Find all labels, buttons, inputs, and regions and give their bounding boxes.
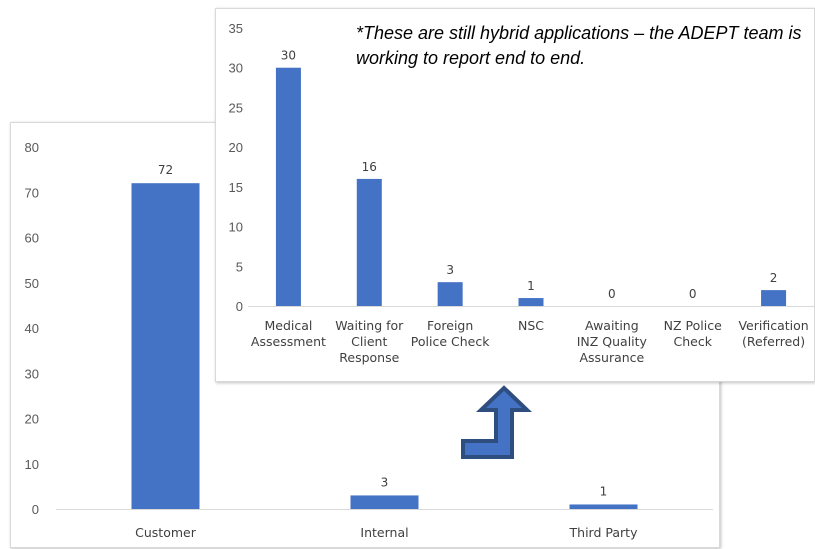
data-label: 16 (362, 160, 377, 174)
front-chart-panel: 0 5 10 15 20 25 30 35 30 Medical Assessment 16 Waiti… (215, 8, 815, 382)
y-tick-label: 70 (25, 185, 39, 200)
category-label: NZ Police Check (664, 318, 722, 349)
y-tick-label: 20 (25, 412, 39, 427)
bar (569, 504, 638, 509)
data-label: 0 (689, 287, 697, 301)
y-tick-label: 20 (229, 140, 243, 155)
y-tick-label: 5 (236, 259, 243, 274)
bar (356, 178, 382, 306)
y-tick-label: 40 (25, 321, 39, 336)
category-label: Foreign Police Check (411, 318, 490, 349)
y-tick-label: 0 (32, 502, 39, 517)
bar (761, 290, 787, 306)
data-label: 3 (381, 475, 389, 489)
y-tick-label: 30 (229, 61, 243, 76)
back-bar-chart: 0102030405060708072Customer3Internal1Thi… (25, 140, 713, 540)
bar (350, 495, 419, 509)
bar (131, 183, 200, 509)
data-label: 1 (600, 484, 608, 498)
data-label: 3 (446, 263, 454, 277)
y-tick-label: 50 (25, 276, 39, 291)
category-label: Medical Assessment (251, 318, 326, 349)
data-label: 30 (281, 49, 296, 63)
y-tick-label: 25 (229, 100, 243, 115)
category-label: Customer (135, 525, 197, 540)
y-tick-label: 80 (25, 140, 39, 155)
data-label: 0 (608, 287, 616, 301)
category-label: Waiting for Client Response (335, 318, 404, 365)
category-label: Awaiting INZ Quality Assurance (577, 318, 648, 365)
y-tick-label: 30 (25, 366, 39, 381)
data-label: 2 (770, 271, 778, 285)
up-arrow-icon (461, 385, 532, 459)
data-label: 1 (527, 279, 535, 293)
y-tick-label: 35 (229, 21, 243, 36)
y-tick-label: 0 (236, 299, 243, 314)
category-label: Internal (360, 525, 408, 540)
data-label: 72 (158, 163, 173, 177)
bar (437, 282, 463, 306)
hybrid-note: *These are still hybrid applications – t… (356, 23, 802, 68)
y-tick-label: 15 (229, 180, 243, 195)
bar (518, 298, 544, 306)
category-label: Verification (Referred) (738, 318, 808, 349)
y-tick-label: 10 (25, 457, 39, 472)
category-label: NSC (518, 318, 544, 333)
category-label: Third Party (569, 525, 639, 540)
bar (275, 67, 301, 306)
y-tick-label: 10 (229, 220, 243, 235)
y-tick-label: 60 (25, 231, 39, 246)
